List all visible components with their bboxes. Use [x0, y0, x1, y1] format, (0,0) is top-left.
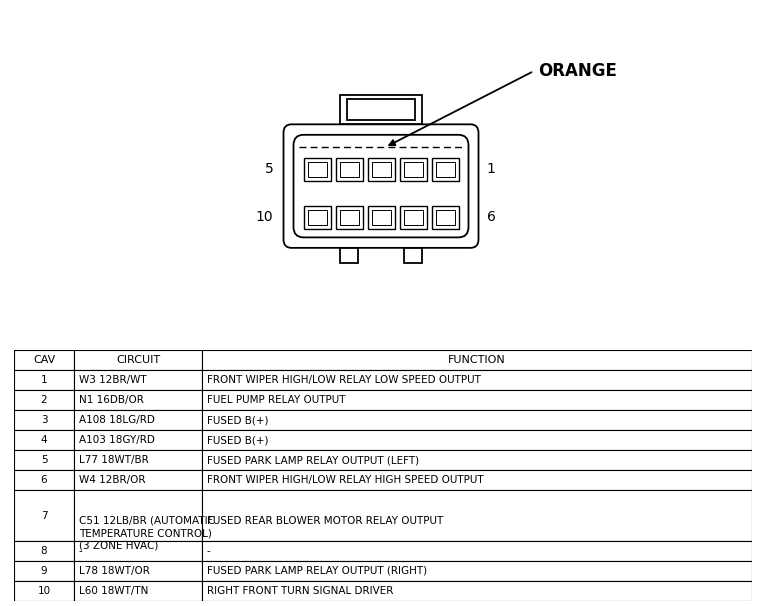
Text: -: -: [79, 546, 82, 556]
Bar: [14, 430, 74, 450]
Bar: [432, 206, 459, 229]
Text: 5: 5: [40, 455, 47, 465]
Bar: [14, 370, 74, 390]
Text: -: -: [207, 546, 211, 556]
Text: L78 18WT/OR: L78 18WT/OR: [79, 566, 150, 576]
Bar: [404, 162, 423, 177]
Bar: [74, 350, 202, 370]
Bar: [14, 470, 74, 490]
Text: 1: 1: [487, 162, 495, 176]
Bar: [14, 581, 74, 601]
Bar: [202, 410, 752, 430]
Text: A108 18LG/RD: A108 18LG/RD: [79, 415, 155, 425]
Text: L60 18WT/TN: L60 18WT/TN: [79, 586, 148, 596]
Text: 10: 10: [37, 586, 50, 596]
Bar: [202, 390, 752, 410]
Bar: [74, 561, 202, 581]
Bar: [14, 490, 74, 541]
Bar: [202, 541, 752, 561]
Bar: [400, 206, 427, 229]
Text: FRONT WIPER HIGH/LOW RELAY LOW SPEED OUTPUT: FRONT WIPER HIGH/LOW RELAY LOW SPEED OUT…: [207, 375, 481, 385]
Bar: [74, 370, 202, 390]
Bar: [304, 158, 330, 181]
Text: W3 12BR/WT: W3 12BR/WT: [79, 375, 146, 385]
Bar: [74, 390, 202, 410]
Bar: [304, 206, 330, 229]
Text: 4: 4: [40, 435, 47, 445]
Text: 9: 9: [40, 566, 47, 576]
Bar: [368, 206, 394, 229]
Text: 5: 5: [265, 162, 273, 176]
Text: FUSED B(+): FUSED B(+): [207, 415, 268, 425]
Text: RIGHT FRONT TURN SIGNAL DRIVER: RIGHT FRONT TURN SIGNAL DRIVER: [207, 586, 393, 596]
Bar: [14, 541, 74, 561]
Text: L77 18WT/BR: L77 18WT/BR: [79, 455, 149, 465]
Bar: [202, 450, 752, 470]
Bar: [202, 350, 752, 370]
Bar: [74, 490, 202, 541]
Text: 7: 7: [40, 511, 47, 521]
Text: W4 12BR/OR: W4 12BR/OR: [79, 476, 145, 485]
Text: C51 12LB/BR (AUTOMATIC
TEMPERATURE CONTROL)
(3 ZONE HVAC): C51 12LB/BR (AUTOMATIC TEMPERATURE CONTR…: [79, 516, 214, 550]
Bar: [347, 99, 415, 120]
Bar: [340, 95, 422, 124]
Bar: [202, 490, 752, 541]
Bar: [340, 210, 359, 225]
Bar: [372, 210, 391, 225]
Bar: [372, 162, 391, 177]
Bar: [202, 561, 752, 581]
Bar: [307, 210, 327, 225]
Bar: [307, 162, 327, 177]
Bar: [74, 541, 202, 561]
Text: FUEL PUMP RELAY OUTPUT: FUEL PUMP RELAY OUTPUT: [207, 395, 345, 405]
Text: CIRCUIT: CIRCUIT: [116, 355, 160, 365]
Bar: [436, 162, 455, 177]
Bar: [202, 581, 752, 601]
Bar: [404, 248, 422, 262]
Bar: [14, 350, 74, 370]
Text: FRONT WIPER HIGH/LOW RELAY HIGH SPEED OUTPUT: FRONT WIPER HIGH/LOW RELAY HIGH SPEED OU…: [207, 476, 483, 485]
Text: FUSED B(+): FUSED B(+): [207, 435, 268, 445]
Text: 1: 1: [40, 375, 47, 385]
Text: CAV: CAV: [33, 355, 55, 365]
Bar: [368, 158, 394, 181]
Text: 6: 6: [40, 476, 47, 485]
Bar: [74, 450, 202, 470]
Text: 3: 3: [40, 415, 47, 425]
Bar: [340, 162, 359, 177]
Bar: [14, 561, 74, 581]
Bar: [74, 470, 202, 490]
Bar: [202, 470, 752, 490]
FancyBboxPatch shape: [284, 124, 478, 248]
Text: 10: 10: [256, 210, 273, 224]
Text: 6: 6: [487, 210, 495, 224]
Text: FUNCTION: FUNCTION: [449, 355, 506, 365]
Text: FUSED REAR BLOWER MOTOR RELAY OUTPUT: FUSED REAR BLOWER MOTOR RELAY OUTPUT: [207, 516, 443, 525]
Bar: [336, 206, 362, 229]
Text: FUSED PARK LAMP RELAY OUTPUT (RIGHT): FUSED PARK LAMP RELAY OUTPUT (RIGHT): [207, 566, 427, 576]
Bar: [336, 158, 362, 181]
Bar: [404, 210, 423, 225]
Bar: [14, 390, 74, 410]
Bar: [14, 410, 74, 430]
Text: ORANGE: ORANGE: [538, 62, 617, 80]
Text: 2: 2: [40, 395, 47, 405]
Bar: [202, 370, 752, 390]
Bar: [400, 158, 427, 181]
Bar: [74, 430, 202, 450]
Bar: [432, 158, 459, 181]
FancyBboxPatch shape: [294, 135, 468, 238]
Bar: [74, 410, 202, 430]
Bar: [436, 210, 455, 225]
Bar: [74, 581, 202, 601]
Text: A103 18GY/RD: A103 18GY/RD: [79, 435, 155, 445]
Bar: [14, 450, 74, 470]
Text: FUSED PARK LAMP RELAY OUTPUT (LEFT): FUSED PARK LAMP RELAY OUTPUT (LEFT): [207, 455, 419, 465]
Bar: [340, 248, 358, 262]
Bar: [202, 430, 752, 450]
Text: 8: 8: [40, 546, 47, 556]
Text: N1 16DB/OR: N1 16DB/OR: [79, 395, 143, 405]
